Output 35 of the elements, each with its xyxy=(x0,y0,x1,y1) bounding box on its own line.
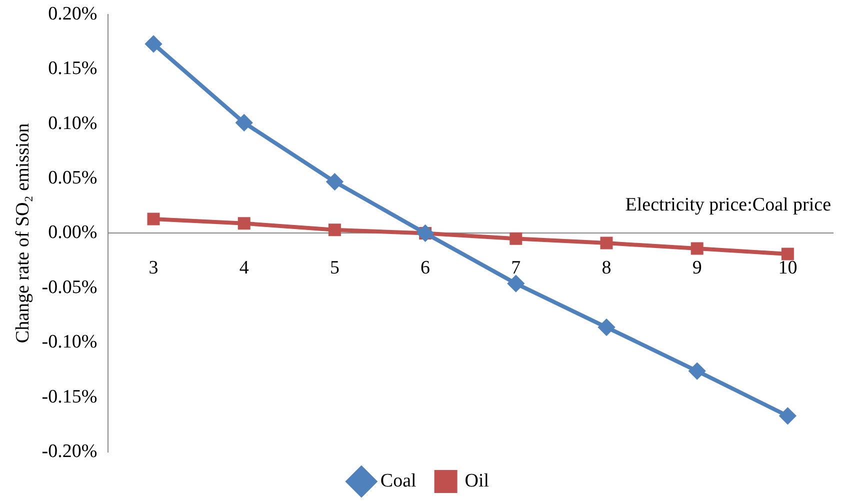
x-tick-label: 10 xyxy=(778,258,798,279)
y-tick-label: 0.15% xyxy=(48,58,98,80)
x-tick-label: 7 xyxy=(511,258,521,279)
x-tick-label: 4 xyxy=(239,258,250,279)
point xyxy=(510,232,522,245)
x-tick-label: 5 xyxy=(330,258,340,279)
point xyxy=(600,236,613,250)
y-tick-label: -0.05% xyxy=(42,276,98,298)
x-tick-label: 6 xyxy=(420,258,430,279)
x-tick-label: 9 xyxy=(692,258,702,279)
y-tick-label: -0.15% xyxy=(42,386,98,408)
point xyxy=(326,174,343,190)
y-axis-title: Change rate of SO₂ emission xyxy=(12,122,34,344)
point xyxy=(147,212,160,226)
legend-label: Coal xyxy=(380,470,416,492)
point xyxy=(508,276,524,292)
point xyxy=(689,363,706,380)
point xyxy=(598,319,614,336)
point xyxy=(781,248,794,260)
y-tick-label: -0.20% xyxy=(42,440,98,462)
y-tick-label: 0.05% xyxy=(48,167,98,188)
legend-label: Oil xyxy=(464,470,490,492)
x-tick-label: 8 xyxy=(602,258,612,279)
x-axis-title: Electricity price:Coal price xyxy=(625,194,831,216)
y-tick-label: -0.10% xyxy=(42,332,98,353)
point xyxy=(238,217,250,230)
y-tick-label: 0.00% xyxy=(48,222,98,244)
x-tick-label: 3 xyxy=(148,258,158,279)
point xyxy=(690,242,704,255)
point xyxy=(328,224,341,236)
point xyxy=(146,36,162,52)
y-tick-label: 0.10% xyxy=(48,112,98,134)
point xyxy=(780,408,796,424)
point xyxy=(236,114,252,131)
y-tick-label: 0.20% xyxy=(48,3,98,24)
